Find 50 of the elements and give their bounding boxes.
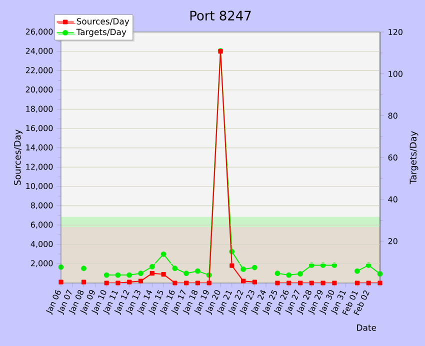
point (240, 266, 246, 272)
legend-label: Targets/Day (76, 28, 126, 37)
point (298, 280, 303, 286)
point (378, 280, 382, 286)
point (230, 263, 234, 268)
legend-label: Sources/Day (76, 18, 130, 26)
point (366, 280, 371, 286)
point (172, 266, 178, 272)
point (138, 278, 144, 284)
x-axis-title: Date (357, 324, 376, 331)
point (184, 280, 189, 286)
point (366, 262, 372, 268)
point (81, 266, 86, 272)
point (116, 280, 120, 286)
point (252, 280, 257, 284)
point (308, 262, 314, 268)
point (104, 280, 109, 286)
point (195, 280, 200, 286)
chart-title: Port 8247 (190, 10, 251, 21)
point (274, 270, 280, 276)
point (286, 280, 292, 286)
point (195, 268, 200, 274)
y2-axis-title: Targets/Day (410, 131, 418, 184)
point (240, 278, 246, 284)
point (298, 271, 303, 276)
y-axis-title: Sources/Day (14, 130, 22, 185)
point (332, 280, 337, 286)
point (354, 280, 360, 286)
point (126, 272, 132, 278)
point (150, 271, 154, 276)
point (149, 264, 155, 270)
point (354, 268, 360, 274)
point (206, 280, 212, 286)
point (252, 264, 258, 270)
point (104, 272, 110, 278)
point (184, 270, 190, 276)
point (115, 272, 121, 278)
point (320, 280, 326, 286)
point (58, 280, 64, 284)
point (275, 280, 280, 286)
point (286, 272, 292, 278)
point (81, 280, 86, 284)
point (138, 270, 144, 276)
point (161, 272, 166, 277)
point (160, 251, 166, 257)
point (172, 280, 178, 286)
point (309, 280, 314, 286)
point (320, 262, 326, 268)
point (127, 280, 132, 284)
point (332, 262, 338, 268)
